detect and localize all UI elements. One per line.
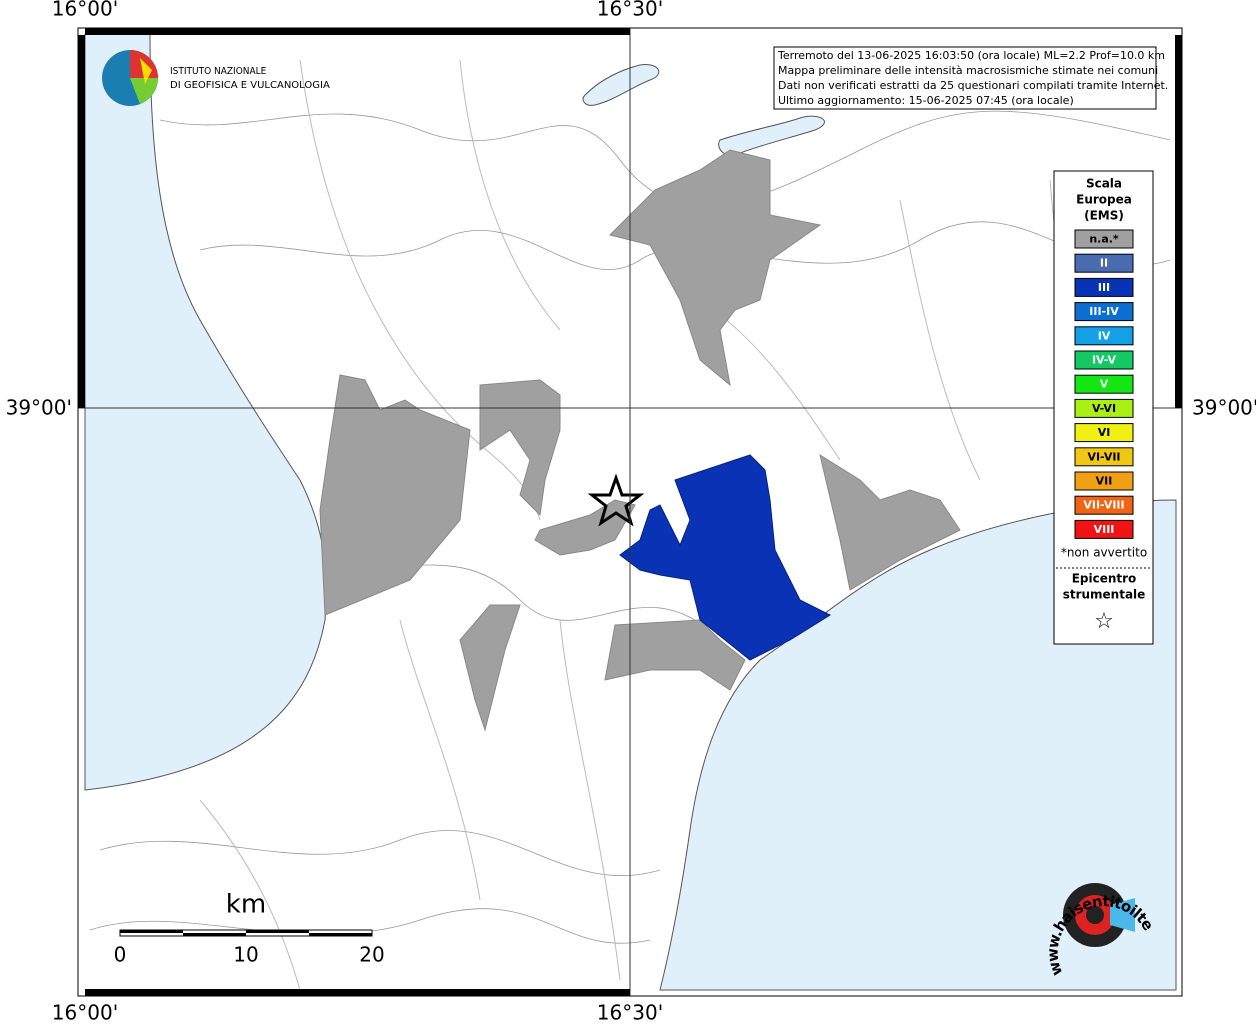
lat-label: 39°00' bbox=[6, 396, 72, 420]
info-line: Ultimo aggiornamento: 15-06-2025 07:45 (… bbox=[778, 94, 1074, 107]
border-bar bbox=[78, 35, 85, 408]
legend-label: IV-V bbox=[1092, 354, 1117, 367]
info-line: Mappa preliminare delle intensità macros… bbox=[778, 64, 1158, 77]
legend-label: III-IV bbox=[1089, 305, 1119, 318]
lake bbox=[582, 64, 660, 106]
legend-swatch bbox=[1074, 495, 1134, 515]
legend-label: VII-VIII bbox=[1083, 499, 1124, 512]
legend-epicenter: Epicentro bbox=[1072, 572, 1137, 586]
lat-label: 39°00' bbox=[1192, 396, 1256, 420]
area-na bbox=[319, 149, 961, 732]
info-line: Terremoto del 13-06-2025 16:03:50 (ora l… bbox=[777, 49, 1165, 62]
legend-label: IV bbox=[1098, 329, 1111, 342]
legend-epicenter: strumentale bbox=[1063, 588, 1146, 602]
info-box bbox=[773, 46, 1157, 110]
legend: ScalaEuropea(EMS)n.a.*IIIIIIII-IVIVIV-VV… bbox=[1056, 177, 1151, 634]
epicenter bbox=[587, 473, 645, 527]
scale-bar: km 0 10 20 bbox=[114, 890, 385, 967]
legend-swatch bbox=[1074, 326, 1134, 346]
legend-label: VI-VII bbox=[1087, 450, 1120, 463]
logo-text: DI GEOFISICA E VULCANOLOGIA bbox=[170, 80, 330, 91]
border-bar bbox=[85, 989, 630, 996]
legend-swatch bbox=[1074, 423, 1134, 443]
lon-label: 16°00' bbox=[52, 1001, 118, 1025]
legend-swatch bbox=[1074, 374, 1134, 394]
lon-label: 16°00' bbox=[52, 0, 118, 21]
legend-label: III bbox=[1098, 281, 1110, 294]
legend-swatch bbox=[1074, 471, 1134, 491]
legend-label: II bbox=[1100, 257, 1108, 270]
legend-label: n.a.* bbox=[1089, 233, 1119, 246]
legend-swatch bbox=[1074, 519, 1134, 539]
legend-symbol: ☆ bbox=[1094, 609, 1114, 634]
legend-swatch bbox=[1074, 350, 1134, 370]
legend-label: V bbox=[1100, 378, 1109, 391]
lon-label: 16°30' bbox=[597, 1001, 663, 1025]
legend-swatch bbox=[1074, 277, 1134, 297]
legend-swatch bbox=[1074, 253, 1134, 273]
legend-title: Europea bbox=[1076, 193, 1132, 207]
legend-swatch bbox=[1074, 229, 1134, 249]
scale-unit: km bbox=[226, 890, 266, 920]
legend-label: VII bbox=[1096, 475, 1113, 488]
sea-east bbox=[659, 499, 1177, 991]
scale-tick: 0 bbox=[114, 943, 127, 967]
logo: ISTITUTO NAZIONALE DI GEOFISICA E VULCAN… bbox=[102, 50, 330, 106]
border-bar bbox=[85, 28, 630, 35]
legend-swatch bbox=[1074, 447, 1134, 467]
scale-tick: 20 bbox=[359, 943, 384, 967]
legend-label: VI bbox=[1098, 426, 1111, 439]
legend-title: Scala bbox=[1086, 177, 1122, 191]
legend-note: *non avvertito bbox=[1061, 546, 1147, 560]
legend-swatch bbox=[1074, 398, 1134, 418]
info: Terremoto del 13-06-2025 16:03:50 (ora l… bbox=[777, 49, 1168, 107]
legend-label: V-VI bbox=[1092, 402, 1116, 415]
legend-title: (EMS) bbox=[1084, 209, 1124, 223]
sea-west bbox=[84, 33, 327, 791]
area-iii bbox=[619, 454, 832, 661]
logo-text: ISTITUTO NAZIONALE bbox=[170, 66, 267, 77]
lon-label: 16°30' bbox=[597, 0, 663, 21]
border-bar bbox=[1175, 35, 1182, 408]
scale-tick: 10 bbox=[233, 943, 258, 967]
legend-swatch bbox=[1074, 302, 1134, 322]
info-line: Dati non verificati estratti da 25 quest… bbox=[778, 79, 1168, 92]
legend-label: VIII bbox=[1094, 523, 1115, 536]
